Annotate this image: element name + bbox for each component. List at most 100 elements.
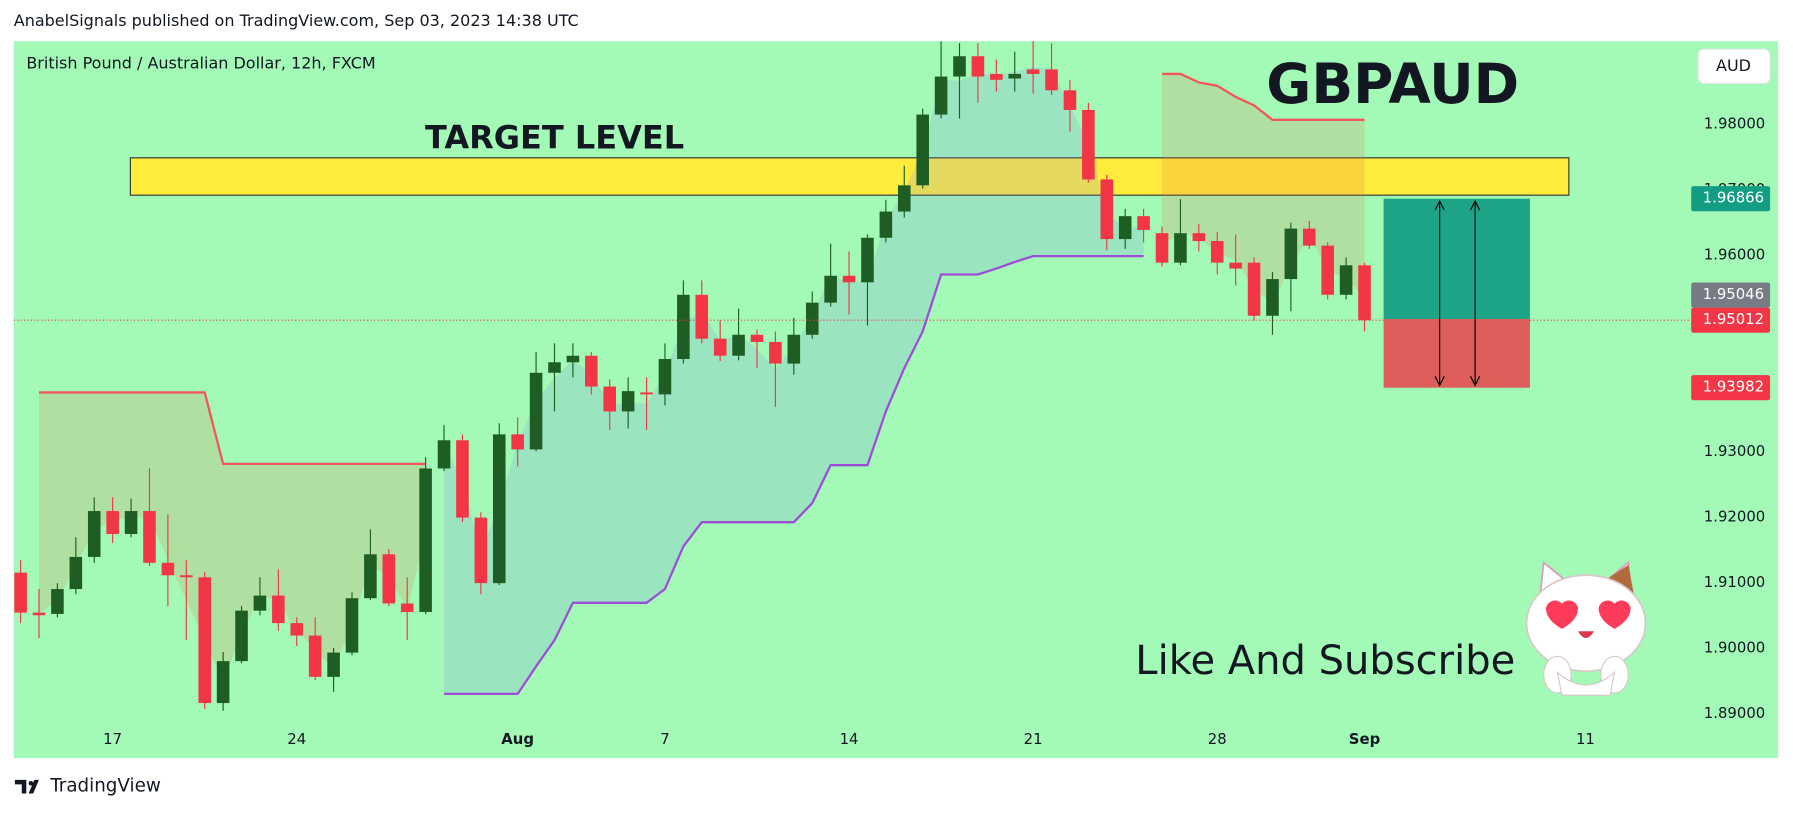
candle-body — [327, 652, 340, 677]
y-tick-label: 1.91000 — [1704, 573, 1765, 591]
y-tick-label: 1.90000 — [1704, 639, 1765, 657]
candle-body — [437, 440, 451, 469]
price-label-box — [1691, 282, 1771, 308]
currency-button[interactable] — [1697, 48, 1771, 85]
x-tick-label: 24 — [287, 730, 306, 748]
target-zone-label: TARGET LEVEL — [425, 119, 684, 157]
candle-body — [1339, 265, 1353, 295]
candle-body — [456, 440, 469, 518]
plot — [13, 41, 1691, 711]
candle-body — [732, 334, 745, 356]
candle-body — [419, 468, 432, 612]
candle-body — [971, 56, 985, 77]
candle-body — [14, 572, 27, 613]
candle-body — [953, 56, 966, 77]
candle-body — [934, 76, 948, 115]
candle-body — [1100, 179, 1114, 240]
candle-body — [640, 392, 653, 395]
candle-body — [621, 391, 635, 412]
loss-zone — [1383, 319, 1530, 388]
price-label: 1.96866 — [1703, 189, 1764, 207]
candle-body — [769, 341, 782, 364]
candle-body — [713, 338, 727, 356]
candle-body — [400, 603, 414, 612]
supertrend-line — [39, 72, 1365, 466]
candle-body — [198, 577, 211, 704]
candle-body — [990, 73, 1003, 80]
candle-body — [1192, 233, 1206, 242]
y-tick-label: 1.93000 — [1704, 442, 1765, 460]
candle-body — [143, 511, 156, 563]
candle-body — [585, 355, 598, 387]
price-label: 1.93982 — [1703, 378, 1764, 396]
price-label-box — [1691, 375, 1771, 401]
candle-body — [1026, 69, 1040, 74]
candle-body — [1284, 228, 1298, 280]
candle-body — [32, 612, 46, 616]
candle-body — [658, 359, 672, 395]
tv-logo — [14, 779, 39, 794]
candle-body — [1174, 233, 1187, 263]
x-tick-label: 28 — [1208, 730, 1227, 748]
candle-body — [1247, 262, 1261, 316]
candle-body — [106, 511, 119, 534]
y-tick-label: 1.92000 — [1704, 508, 1765, 526]
candle-body — [345, 598, 359, 653]
y-tick-label: 1.98000 — [1704, 114, 1765, 132]
candle-body — [787, 334, 801, 364]
symbol-annotation: GBPAUD — [1266, 52, 1519, 116]
candle-body — [677, 294, 690, 360]
candle-body — [180, 575, 193, 578]
target-zone — [129, 157, 1570, 196]
x-tick-label: 14 — [840, 730, 859, 748]
candle-body — [805, 302, 819, 335]
chart-title: British Pound / Australian Dollar, 12h, … — [26, 54, 375, 73]
x-tick-label: 7 — [660, 730, 669, 748]
candle-body — [529, 372, 543, 450]
x-tick-label: 17 — [103, 730, 122, 748]
candle-body — [1082, 109, 1095, 180]
candle-body — [492, 434, 506, 584]
candle-body — [548, 362, 561, 373]
footer-brand: TradingView — [49, 776, 161, 797]
currency[interactable]: AUD — [1716, 56, 1751, 75]
candle-body — [897, 185, 911, 212]
candle-body — [695, 294, 709, 339]
candle-body — [879, 211, 893, 238]
candle-body — [1045, 69, 1058, 91]
price-label: 1.95012 — [1703, 310, 1764, 328]
candle-body — [1229, 262, 1242, 269]
candle-body — [603, 386, 617, 412]
candle-body — [1303, 228, 1316, 246]
candle-body — [916, 114, 929, 186]
candle-body — [1118, 216, 1132, 240]
candle-body — [474, 517, 488, 584]
cat-sticker — [1525, 560, 1647, 696]
x-tick-label: Sep — [1349, 730, 1380, 748]
candle-body — [272, 595, 285, 624]
y-tick-label: 1.96000 — [1704, 245, 1765, 263]
x-tick-label: 11 — [1576, 730, 1595, 748]
price-axis: 1.980001.970001.960001.930001.920001.910… — [1691, 114, 1771, 722]
candle-body — [511, 434, 524, 450]
candle-body — [1063, 90, 1077, 110]
candle-body — [124, 511, 138, 534]
candle-body — [87, 511, 101, 557]
cta-annotation: Like And Subscribe — [1135, 638, 1515, 684]
candle-body — [235, 610, 248, 662]
candle-body — [566, 355, 580, 363]
candle-body — [69, 556, 83, 590]
y-tick-label: 1.89000 — [1704, 704, 1765, 722]
candle-body — [51, 589, 64, 614]
candle-body — [253, 595, 267, 611]
candle-body — [216, 661, 230, 704]
range-arrow — [1434, 199, 1445, 387]
x-tick-label: 21 — [1024, 730, 1043, 748]
candle-body — [824, 275, 837, 303]
candle-body — [308, 635, 322, 677]
candle-body — [1008, 73, 1022, 79]
candle-body — [750, 334, 764, 342]
supertrend-line — [444, 254, 1144, 696]
price-label: 1.95046 — [1703, 285, 1764, 303]
